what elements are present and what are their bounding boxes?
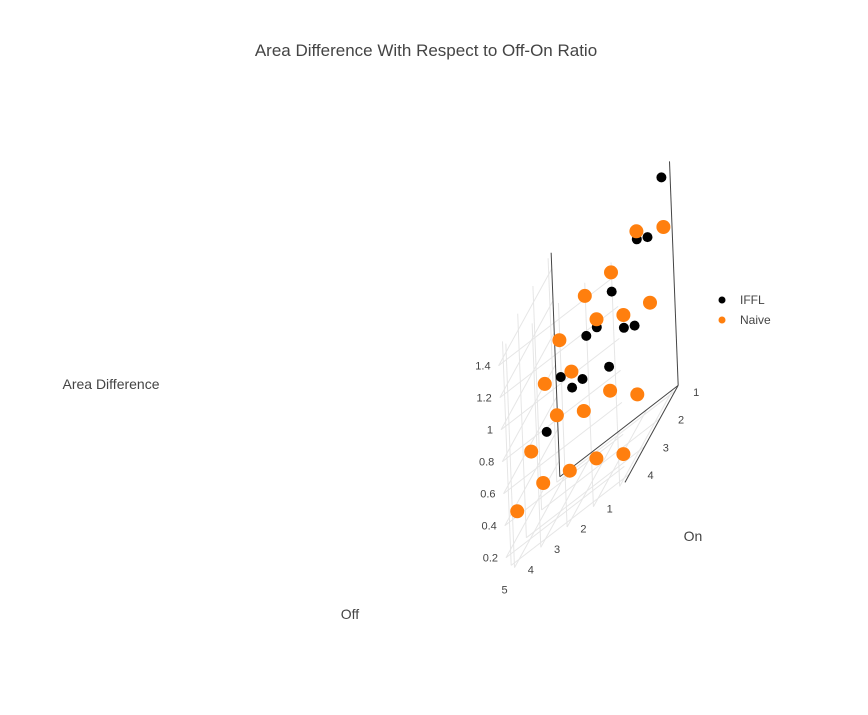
gridline-side-z <box>499 300 554 398</box>
z-tick-label: 1 <box>487 425 493 437</box>
gridline-floor-on <box>526 445 646 539</box>
data-point-naive <box>564 364 579 379</box>
z-tick-label: 0.4 <box>481 521 496 533</box>
y-axis-label: On <box>684 528 703 544</box>
data-point-naive <box>604 265 618 280</box>
data-point-iffl <box>581 330 592 341</box>
gridline-floor-off <box>514 470 569 568</box>
gridline-side-on <box>517 313 527 538</box>
data-point-iffl <box>541 426 552 437</box>
data-point-iffl <box>604 361 615 372</box>
z-tick-label: 0.6 <box>480 489 495 501</box>
axis-layer: 1 2 3 4 5 1 2 3 4 0.2 0.4 0.6 0.8 1 1.2 1.4 <box>475 161 699 597</box>
x-tick-label: 1 <box>607 503 613 515</box>
data-point-naive <box>562 463 577 478</box>
data-point-naive <box>643 295 657 310</box>
legend-marker-naive <box>718 316 726 324</box>
data-point-naive <box>576 404 591 418</box>
x-axis-label: Off <box>341 606 360 622</box>
y-tick-label: 2 <box>678 415 684 427</box>
data-point-naive <box>616 447 631 462</box>
data-point-naive <box>549 408 564 423</box>
data-point-naive <box>616 308 631 322</box>
data-point-naive <box>524 444 539 459</box>
legend-label-naive: Naive <box>740 313 771 327</box>
gridline-floor-off <box>540 450 595 548</box>
gridline-back-z <box>504 433 624 527</box>
data-point-naive <box>589 451 604 466</box>
y-tick-label: 4 <box>648 470 654 482</box>
z-tick-label: 1.2 <box>477 393 492 405</box>
z-axis-label: Area Difference <box>62 376 159 392</box>
gridline-back-z <box>503 401 623 495</box>
data-point-iffl <box>642 232 653 243</box>
data-point-iffl <box>577 374 588 384</box>
gridline-floor-on <box>541 418 661 511</box>
data-point-iffl <box>618 322 629 333</box>
gridline-floor-off <box>619 389 674 487</box>
y-tick-label: 3 <box>663 442 669 454</box>
data-point-iffl <box>629 320 640 331</box>
data-point-naive <box>510 504 525 519</box>
legend-label-iffl: IFFL <box>740 293 765 307</box>
gridline-floor-off <box>566 429 621 528</box>
z-axis-line <box>669 161 679 386</box>
x-tick-label: 5 <box>501 585 507 597</box>
gridline-back-z <box>498 273 618 367</box>
data-point-naive <box>536 476 551 490</box>
off-axis-line <box>559 385 679 478</box>
data-point-iffl <box>567 382 578 393</box>
gridline-back-z <box>505 465 625 559</box>
gridline-side-z <box>500 332 555 430</box>
gridline-floor-on <box>556 390 676 483</box>
x-tick-label: 3 <box>554 544 560 556</box>
data-point-iffl <box>555 372 566 382</box>
data-point-naive <box>630 387 645 402</box>
x-tick-label: 4 <box>528 564 534 576</box>
gridline-floor-on <box>510 473 630 566</box>
gridline-side-z <box>498 268 553 366</box>
gridline-side-on <box>547 258 558 483</box>
data-point-naive <box>577 288 592 303</box>
data-point-naive <box>537 376 552 391</box>
chart-title: Area Difference With Respect to Off-On R… <box>255 41 597 60</box>
data-point-iffl <box>656 172 667 183</box>
gridline-side-z <box>505 460 560 558</box>
z-tick-label: 0.8 <box>479 457 494 469</box>
data-point-naive <box>656 220 671 234</box>
points-layer <box>510 172 671 519</box>
z-tick-label: 1.4 <box>475 361 490 373</box>
z-tick-label: 0.2 <box>483 553 498 565</box>
data-point-naive <box>603 383 618 398</box>
on-axis-line <box>624 385 679 483</box>
data-point-iffl <box>606 286 617 297</box>
data-point-naive <box>589 312 604 327</box>
data-point-naive <box>629 224 644 239</box>
legend-marker-ifftl <box>718 296 726 304</box>
data-point-naive <box>552 333 567 348</box>
gridline-back-z <box>500 337 620 431</box>
y-tick-label: 1 <box>693 387 699 399</box>
legend: IFFL Naive <box>718 293 771 327</box>
back-corner-line <box>550 252 561 477</box>
x-tick-label: 2 <box>580 524 586 536</box>
gridline-side-on <box>532 285 543 511</box>
gridline-side-on <box>502 341 512 566</box>
